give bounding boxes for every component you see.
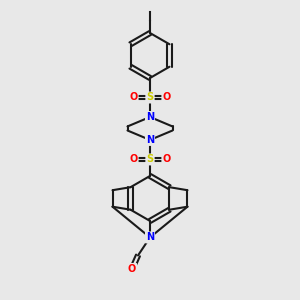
Text: S: S bbox=[146, 92, 154, 103]
Text: O: O bbox=[162, 92, 171, 103]
Text: N: N bbox=[146, 112, 154, 122]
Text: O: O bbox=[129, 154, 138, 164]
Text: N: N bbox=[146, 135, 154, 145]
Text: S: S bbox=[146, 154, 154, 164]
Text: N: N bbox=[146, 232, 154, 242]
Text: O: O bbox=[162, 154, 171, 164]
Text: O: O bbox=[128, 264, 136, 274]
Text: O: O bbox=[129, 92, 138, 103]
